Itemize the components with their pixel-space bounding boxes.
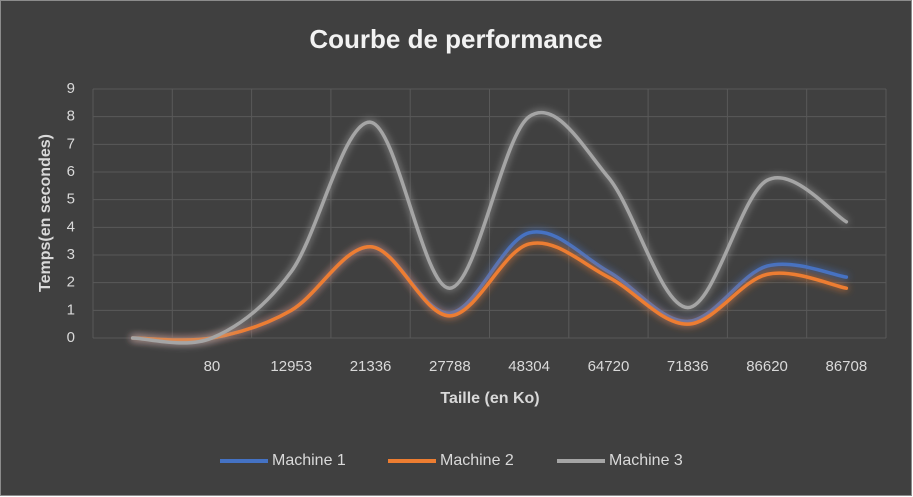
y-tick-label: 3 bbox=[67, 246, 75, 263]
y-tick-label: 7 bbox=[67, 135, 75, 152]
y-tick-label: 2 bbox=[67, 274, 75, 291]
series-line bbox=[130, 110, 849, 345]
y-tick-label: 5 bbox=[67, 191, 75, 208]
series-line bbox=[130, 241, 849, 342]
x-tick-label: 27788 bbox=[429, 358, 471, 375]
y-tick-label: 1 bbox=[67, 301, 75, 318]
y-tick-label: 0 bbox=[67, 329, 75, 346]
x-axis-title: Taille (en Ko) bbox=[440, 390, 539, 407]
x-tick-label: 21336 bbox=[350, 358, 392, 375]
y-tick-label: 6 bbox=[67, 163, 75, 180]
y-tick-label: 9 bbox=[67, 80, 75, 97]
chart-title: Courbe de performance bbox=[309, 24, 602, 54]
legend-label: Machine 2 bbox=[440, 452, 514, 469]
x-tick-label: 80 bbox=[204, 358, 221, 375]
legend-label: Machine 1 bbox=[272, 452, 346, 469]
x-tick-label: 86620 bbox=[746, 358, 788, 375]
y-axis-title: Temps(en secondes) bbox=[37, 134, 54, 292]
y-tick-label: 4 bbox=[67, 218, 75, 235]
x-tick-label: 71836 bbox=[667, 358, 709, 375]
x-tick-label: 86708 bbox=[825, 358, 867, 375]
legend-label: Machine 3 bbox=[609, 452, 683, 469]
x-tick-label: 48304 bbox=[508, 358, 550, 375]
x-tick-label: 12953 bbox=[270, 358, 312, 375]
y-tick-label: 8 bbox=[67, 108, 75, 125]
x-tick-label: 64720 bbox=[588, 358, 630, 375]
